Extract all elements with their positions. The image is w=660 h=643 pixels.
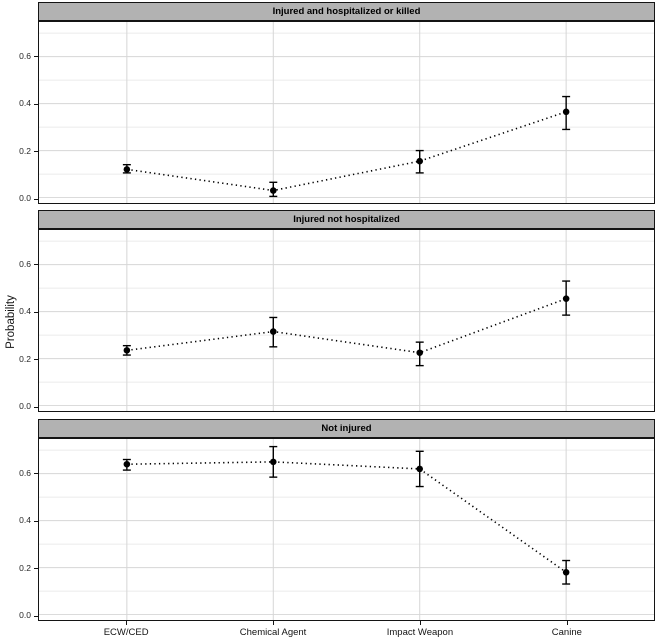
y-tick-mark	[34, 615, 38, 617]
data-point	[269, 187, 277, 194]
y-tick-mark	[34, 520, 38, 522]
facet-strip: Injured not hospitalized	[38, 210, 655, 229]
data-point	[123, 166, 131, 173]
y-tick-mark	[34, 198, 38, 200]
facet-plot	[38, 229, 655, 412]
y-tick-label: 0.4	[19, 306, 31, 316]
dotted-trend-line	[126, 297, 567, 354]
y-tick-label: 0.2	[19, 145, 31, 156]
data-point	[562, 108, 570, 116]
facet-title: Injured not hospitalized	[293, 213, 400, 225]
facet-injured-hospitalized-or-killed: Injured and hospitalized or killed 0.0 0.…	[0, 2, 660, 204]
facet-injured-not-hospitalized: Injured not hospitalized 0.0 0.2 0.4 0.6	[0, 210, 660, 412]
y-tick-label: 0.4	[19, 98, 31, 108]
data-point	[123, 347, 131, 354]
data-point	[416, 157, 424, 165]
data-point	[562, 295, 570, 302]
y-tick-mark	[34, 311, 38, 313]
data-point	[416, 349, 424, 356]
facet-plot	[38, 21, 655, 204]
y-tick-label: 0.0	[19, 610, 31, 620]
facet-not-injured: Not injured 0.0 0.2 0.4 0.6	[0, 419, 660, 621]
data-point	[416, 465, 424, 473]
facet-plot-svg	[39, 439, 654, 620]
y-tick-label: 0.6	[19, 50, 31, 61]
x-tick-mark	[419, 621, 421, 625]
y-tick-label: 0.6	[19, 467, 31, 478]
facet-title: Not injured	[321, 422, 372, 434]
facet-strip: Injured and hospitalized or killed	[38, 2, 655, 21]
y-axis-ticks: 0.0 0.2 0.4 0.6	[0, 419, 38, 621]
y-tick-mark	[34, 103, 38, 105]
facet-plot-svg	[39, 230, 654, 411]
x-category-label: Chemical Agent	[239, 627, 307, 638]
y-tick-mark	[34, 406, 38, 408]
data-point	[269, 458, 277, 466]
y-tick-label: 0.4	[19, 515, 31, 525]
facet-strip: Not injured	[38, 419, 655, 438]
x-category-label: Impact Weapon	[386, 627, 454, 638]
dotted-trend-line	[126, 461, 567, 573]
facet-plot	[38, 438, 655, 621]
y-tick-mark	[34, 264, 38, 265]
y-tick-mark	[34, 568, 38, 569]
data-point	[123, 460, 131, 468]
y-tick-label: 0.0	[19, 401, 31, 411]
data-point	[562, 569, 570, 576]
y-tick-mark	[34, 359, 38, 360]
y-axis-ticks: 0.0 0.2 0.4 0.6	[0, 2, 38, 204]
facet-title: Injured and hospitalized or killed	[272, 5, 421, 17]
facet-plot-svg	[39, 22, 654, 203]
data-point	[269, 328, 277, 335]
y-tick-label: 0.2	[19, 562, 31, 573]
y-tick-label: 0.0	[19, 193, 31, 203]
x-tick-mark	[273, 621, 275, 625]
y-axis-ticks: 0.0 0.2 0.4 0.6	[0, 210, 38, 412]
y-tick-mark	[34, 151, 38, 152]
y-tick-mark	[34, 473, 38, 474]
y-tick-mark	[34, 56, 38, 57]
x-tick-mark	[566, 621, 568, 625]
dotted-trend-line	[126, 111, 567, 192]
x-category-label: ECW/CED	[103, 627, 149, 638]
x-category-label: Canine	[551, 627, 582, 638]
x-tick-mark	[126, 621, 128, 625]
y-tick-label: 0.6	[19, 258, 31, 269]
x-axis: ECW/CED Chemical Agent Impact Weapon Canine	[38, 621, 655, 643]
y-tick-label: 0.2	[19, 353, 31, 364]
